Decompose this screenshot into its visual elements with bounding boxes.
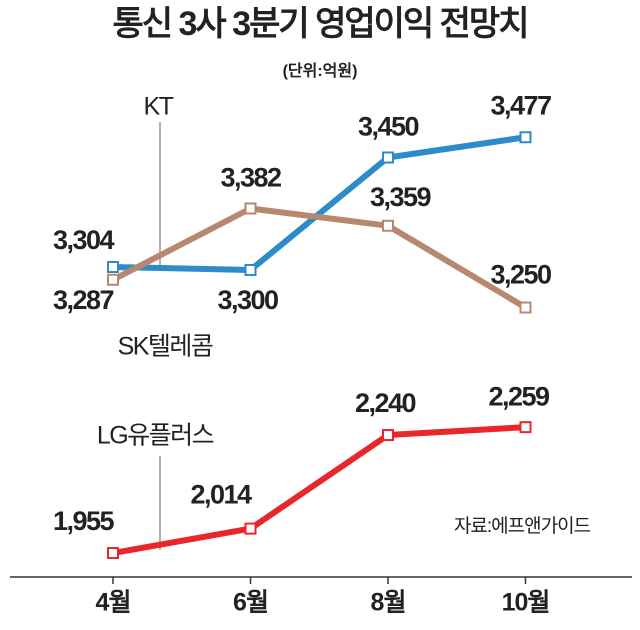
point-marker [244, 522, 257, 535]
value-label: 3,250 [490, 260, 551, 290]
value-label: 2,014 [190, 480, 252, 510]
value-label: 2,240 [355, 388, 416, 418]
point-marker [107, 547, 119, 560]
value-label: 3,359 [370, 182, 432, 212]
value-label: 3,300 [217, 285, 278, 315]
x-tick-label: 8월 [371, 589, 406, 617]
value-label: 3,477 [490, 90, 551, 120]
series-line [111, 205, 528, 311]
point-marker [244, 264, 257, 276]
series-label: SK텔레콤 [118, 333, 213, 361]
series-line [112, 424, 526, 556]
x-tick-label: 6월 [233, 589, 268, 617]
x-tick-label: 10월 [502, 589, 550, 617]
point-marker [519, 421, 532, 434]
source: 자료:에프앤가이드 [454, 515, 591, 537]
value-label: 2,259 [488, 381, 550, 411]
chart-title: 통신 3사 3분기 영업이익 전망치 [113, 5, 528, 43]
value-label: 3,450 [358, 112, 419, 142]
point-marker [107, 261, 119, 273]
series-label: KT [144, 93, 174, 121]
x-tick-label: 4월 [96, 589, 131, 617]
series-line [112, 134, 526, 273]
value-label: 1,955 [53, 506, 115, 536]
chart-subtitle: (단위:억원) [283, 61, 358, 80]
point-marker [519, 301, 532, 314]
value-label: 3,287 [53, 285, 114, 315]
point-marker [244, 202, 257, 215]
point-marker [382, 151, 394, 164]
point-marker [519, 131, 532, 144]
value-label: 3,304 [53, 225, 115, 255]
value-label: 3,382 [220, 163, 281, 193]
series-label: LG유플러스 [97, 422, 214, 450]
point-marker [382, 219, 394, 232]
point-marker [107, 273, 119, 286]
point-marker [382, 429, 394, 442]
